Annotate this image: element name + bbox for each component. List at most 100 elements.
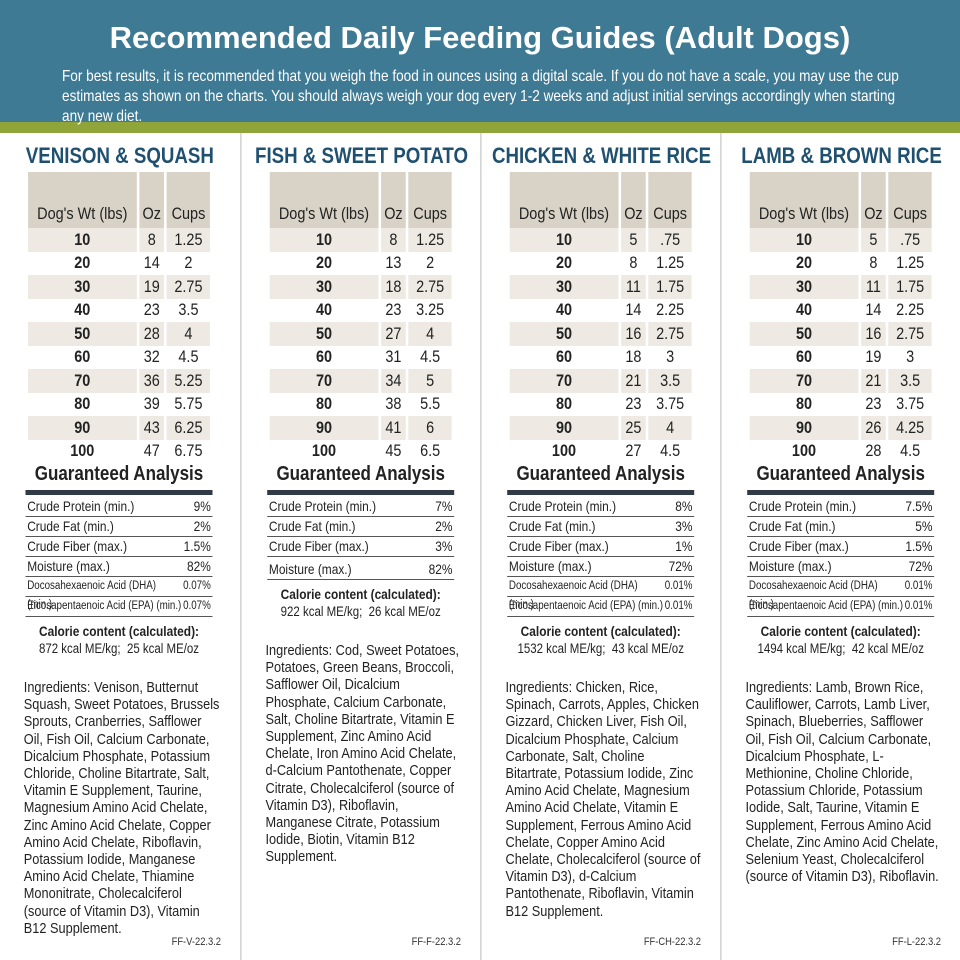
table-cell: 21	[860, 369, 887, 393]
table-row: 70 21 3.5	[509, 369, 692, 393]
analysis-row: Crude Protein (min.) 9%	[25, 497, 213, 517]
analysis-row: Crude Fiber (max.) 1%	[507, 537, 695, 557]
analysis-label: Crude Fat (min.)	[27, 518, 114, 534]
column-header: Dog's Wt (lbs)	[749, 172, 859, 228]
table-cell: 10	[749, 228, 859, 252]
table-row: 100 45 6.5	[270, 440, 452, 464]
analysis-row: Docosahexaenoic Acid (DHA) (min.) 0.07%	[25, 577, 213, 611]
table-cell: 50	[749, 322, 859, 346]
product-title: LAMB & BROWN RICE	[741, 143, 942, 168]
analysis-value: 7%	[435, 498, 453, 514]
analysis-row: Crude Protein (min.) 7.5%	[747, 497, 935, 517]
table-cell: 30	[28, 275, 137, 299]
table-row: 20 13 2	[270, 252, 452, 276]
page-title: Recommended Daily Feeding Guides (Adult …	[109, 20, 851, 55]
product-code: FF-L-22.3.2	[892, 936, 941, 948]
table-row: 60 32 4.5	[28, 346, 210, 370]
table-cell: 5	[620, 228, 647, 252]
table-cell: 30	[749, 275, 859, 299]
table-cell: 6.25	[166, 416, 210, 440]
table-cell: 50	[269, 322, 379, 346]
table-cell: 4.5	[420, 347, 441, 367]
table-cell: 80	[795, 394, 813, 414]
column-header: Cups	[648, 172, 692, 228]
table-cell: 100	[551, 441, 577, 461]
analysis-title: Guaranteed Analysis	[34, 463, 204, 485]
analysis-label: Crude Protein (min.)	[27, 498, 135, 514]
table-cell: 5	[860, 228, 887, 252]
analysis-row: Crude Protein (min.) 7%	[267, 497, 455, 517]
table-cell: 5.5	[420, 394, 441, 414]
table-cell: 18	[625, 347, 642, 367]
analysis-value: 0.01%	[904, 580, 933, 592]
table-row: 90 43 6.25	[28, 416, 210, 440]
header-row: Dog's Wt (lbs) Oz Cups	[269, 172, 452, 228]
table-cell: 11	[860, 275, 887, 299]
analysis-label: Crude Protein (min.)	[748, 498, 857, 514]
analysis-value: 1.5%	[183, 538, 211, 554]
product-column: FISH & SWEET POTATO Dog's Wt (lbs) Oz Cups 1…	[240, 133, 480, 960]
table-row: 100 47 6.75	[28, 440, 210, 464]
table-row: 100 27 4.5	[510, 440, 692, 464]
table-cell: 6.75	[174, 441, 203, 461]
analysis-label: Eicosapentaenoic Acid (EPA) (min.)	[508, 600, 664, 612]
analysis-label: Crude Fiber (max.)	[27, 538, 128, 554]
analysis-value: 8%	[675, 498, 693, 514]
table-cell: 23	[865, 394, 882, 414]
analysis-value: 7.5%	[905, 498, 933, 514]
table-cell: 40	[795, 300, 813, 320]
table-row: 50 16 2.75	[749, 322, 932, 346]
table-cell: 80	[315, 394, 333, 414]
analysis-label: Crude Fat (min.)	[748, 518, 836, 534]
analysis-value: 3%	[675, 518, 693, 534]
column-header: Cups	[408, 172, 452, 228]
product-title: VENISON & SQUASH	[25, 143, 214, 168]
table-cell: 43	[139, 416, 165, 440]
analysis-row: Eicosapentaenoic Acid (EPA) (min.) 0.07%	[25, 597, 213, 617]
table-cell: 90	[269, 416, 379, 440]
column-header: Cups	[888, 172, 932, 228]
table-cell: 28	[139, 322, 165, 346]
intro-text: For best results, it is recommended that…	[62, 68, 899, 125]
analysis-row: Eicosapentaenoic Acid (EPA) (min.) 0.01%	[507, 597, 695, 617]
analysis-label: Crude Protein (min.)	[508, 498, 617, 514]
product-code: FF-CH-22.3.2	[643, 936, 701, 948]
table-row: 20 8 1.25	[750, 252, 932, 276]
table-cell: 6	[408, 416, 452, 440]
analysis-label: Docosahexaenoic Acid (DHA) (min.)	[27, 580, 156, 611]
analysis-value: 1.5%	[905, 538, 933, 554]
analysis-value: 2%	[435, 518, 453, 534]
table-cell: .75	[888, 228, 932, 252]
table-cell: 80	[555, 394, 573, 414]
table-cell: 1.25	[656, 253, 685, 273]
calorie-block: Calorie content (calculated): 922 kcal ME…	[267, 586, 454, 620]
table-cell: 3.25	[416, 300, 445, 320]
calorie-value: 922 kcal ME/kg; 26 kcal ME/oz	[280, 604, 441, 619]
feeding-table: Dog's Wt (lbs) Oz Cups 10 8 1.25 20 13 2 30 18 2.75…	[267, 172, 454, 463]
table-cell: 2.25	[656, 300, 685, 320]
table-cell: 4.25	[888, 416, 932, 440]
table-cell: 23	[143, 300, 160, 320]
analysis-row: Crude Fat (min.) 5%	[747, 517, 935, 537]
table-cell: 39	[143, 394, 160, 414]
analysis-label: Crude Fiber (max.)	[748, 538, 849, 554]
table-cell: 2	[184, 253, 193, 273]
table-cell: 30	[509, 275, 619, 299]
table-row: 30 11 1.75	[509, 275, 692, 299]
table-cell: 27	[380, 322, 407, 346]
table-cell: 19	[865, 347, 882, 367]
table-cell: 40	[315, 300, 333, 320]
analysis-value: 72%	[668, 558, 693, 574]
analysis-label: Eicosapentaenoic Acid (EPA) (min.)	[748, 600, 904, 612]
table-row: 80 23 3.75	[750, 393, 932, 417]
table-cell: 3	[906, 347, 915, 367]
table-cell: 20	[555, 253, 573, 273]
table-cell: 2.75	[888, 322, 932, 346]
table-cell: 4	[408, 322, 452, 346]
analysis-title: Guaranteed Analysis	[276, 463, 445, 485]
table-cell: 50	[509, 322, 619, 346]
table-row: 60 19 3	[750, 346, 932, 370]
calorie-value: 872 kcal ME/kg; 25 kcal ME/oz	[38, 641, 200, 656]
table-cell: 14	[625, 300, 642, 320]
analysis-block: Crude Protein (min.) 8% Crude Fat (min.) 3%…	[506, 497, 701, 920]
